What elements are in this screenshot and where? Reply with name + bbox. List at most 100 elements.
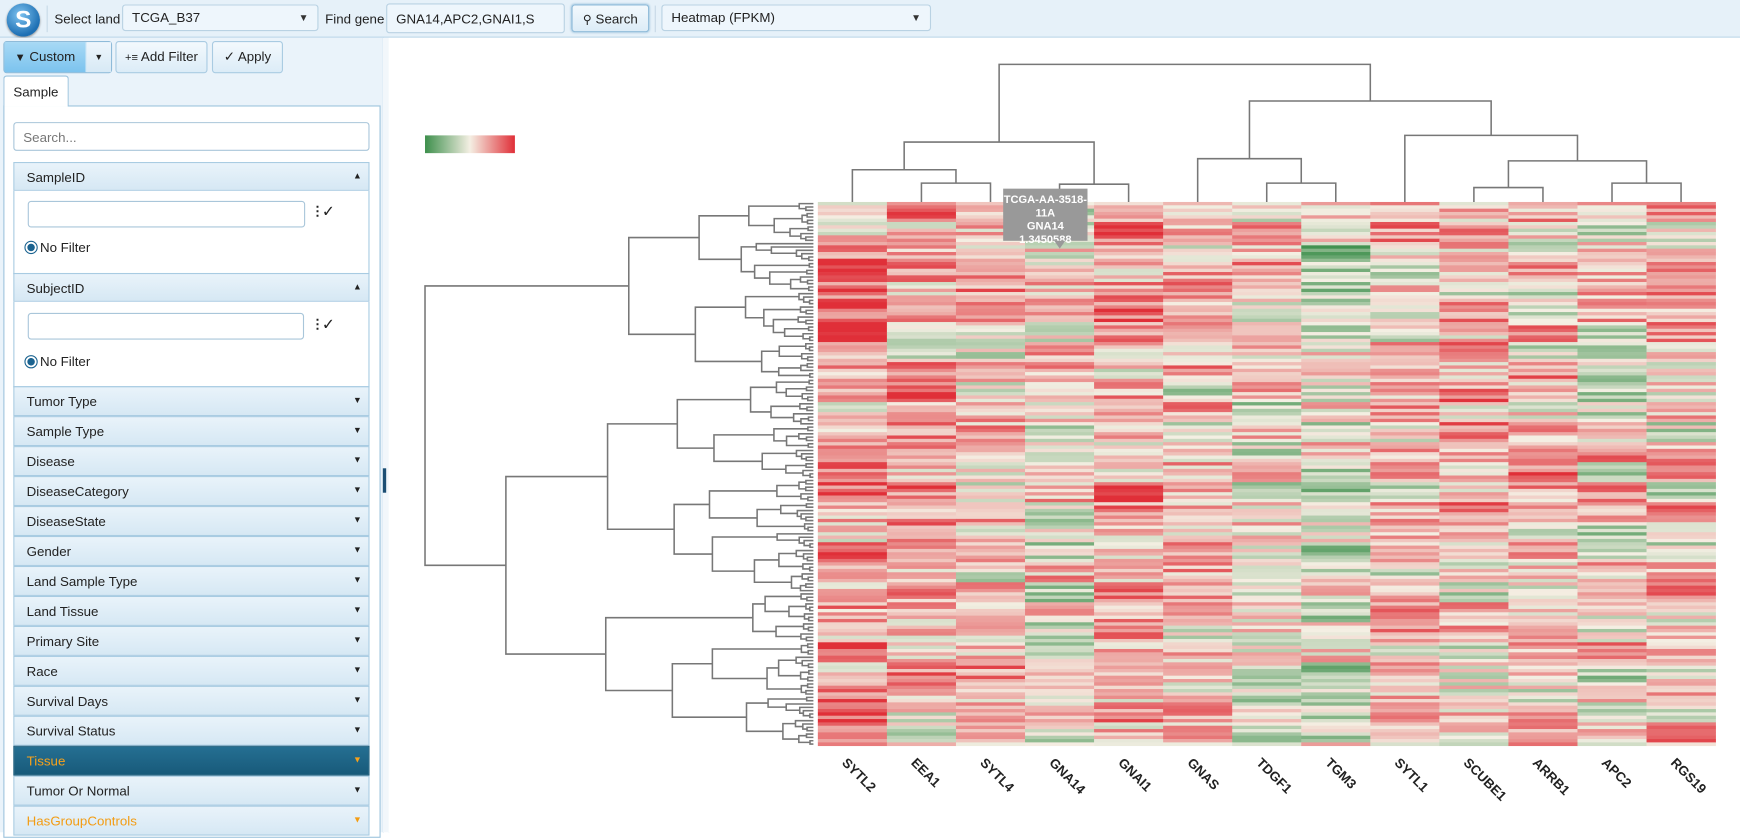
heatmap-cell[interactable]: [1232, 348, 1302, 353]
heatmap-cell[interactable]: [1094, 505, 1164, 510]
heatmap-cell[interactable]: [1439, 432, 1509, 436]
heatmap-cell[interactable]: [1508, 685, 1578, 690]
heatmap-cell[interactable]: [1370, 308, 1440, 313]
heatmap-cell[interactable]: [817, 638, 888, 643]
heatmap-cell[interactable]: [955, 592, 1026, 596]
heatmap-cell[interactable]: [1094, 211, 1164, 216]
heatmap-cell[interactable]: [1577, 578, 1647, 583]
heatmap-cell[interactable]: [1646, 368, 1716, 373]
heatmap-cell[interactable]: [1163, 418, 1233, 423]
heatmap-cell[interactable]: [1646, 552, 1716, 556]
heatmap-cell[interactable]: [955, 462, 1026, 466]
heatmap-cell[interactable]: [955, 502, 1026, 506]
heatmap-cell[interactable]: [1232, 318, 1302, 323]
heatmap-cell[interactable]: [1163, 258, 1233, 263]
heatmap-cell[interactable]: [1094, 345, 1164, 350]
heatmap-cell[interactable]: [1370, 302, 1440, 306]
heatmap-cell[interactable]: [1025, 552, 1095, 556]
heatmap-cell[interactable]: [1508, 602, 1578, 606]
heatmap-cell[interactable]: [1370, 505, 1440, 510]
heatmap-cell[interactable]: [1508, 295, 1578, 300]
heatmap-cell[interactable]: [1163, 428, 1233, 433]
heatmap-cell[interactable]: [1508, 348, 1578, 353]
heatmap-cell[interactable]: [1577, 488, 1647, 493]
heatmap-cell[interactable]: [955, 325, 1026, 330]
heatmap-cell[interactable]: [1508, 689, 1578, 693]
heatmap-cell[interactable]: [1163, 472, 1233, 476]
heatmap-cell[interactable]: [1508, 588, 1578, 593]
heatmap-cell[interactable]: [886, 572, 957, 576]
heatmap-cell[interactable]: [1094, 595, 1164, 600]
heatmap-cell[interactable]: [1508, 628, 1578, 633]
heatmap-cell[interactable]: [1508, 432, 1578, 436]
heatmap-cell[interactable]: [1094, 482, 1164, 486]
heatmap-cell[interactable]: [955, 542, 1026, 546]
heatmap-cell[interactable]: [1232, 282, 1302, 286]
heatmap-cell[interactable]: [886, 288, 957, 293]
heatmap-cell[interactable]: [1094, 582, 1164, 586]
heatmap-cell[interactable]: [1577, 642, 1647, 646]
heatmap-cell[interactable]: [1646, 605, 1716, 610]
heatmap-cell[interactable]: [1646, 582, 1716, 586]
heatmap-cell[interactable]: [1439, 405, 1509, 410]
heatmap-cell[interactable]: [886, 722, 957, 727]
heatmap-cell[interactable]: [1232, 378, 1302, 383]
heatmap-cell[interactable]: [1646, 588, 1716, 593]
heatmap-cell[interactable]: [1370, 332, 1440, 336]
heatmap-cell[interactable]: [1301, 365, 1371, 370]
heatmap-cell[interactable]: [1163, 405, 1233, 410]
heatmap-cell[interactable]: [1577, 448, 1647, 453]
heatmap-cell[interactable]: [1439, 435, 1509, 440]
heatmap-cell[interactable]: [817, 522, 888, 526]
heatmap-cell[interactable]: [1232, 472, 1302, 476]
heatmap-cell[interactable]: [1439, 438, 1509, 443]
heatmap-cell[interactable]: [1646, 618, 1716, 623]
heatmap-cell[interactable]: [886, 462, 957, 466]
heatmap-cell[interactable]: [1439, 265, 1509, 270]
heatmap-cell[interactable]: [1301, 452, 1371, 456]
heatmap-cell[interactable]: [1301, 221, 1371, 226]
heatmap-cell[interactable]: [1301, 492, 1371, 496]
heatmap-cell[interactable]: [1232, 438, 1302, 443]
heatmap-cell[interactable]: [1301, 562, 1371, 566]
heatmap-cell[interactable]: [1508, 208, 1578, 213]
heatmap-cell[interactable]: [817, 709, 888, 713]
heatmap-cell[interactable]: [1301, 345, 1371, 350]
heatmap-cell[interactable]: [1163, 385, 1233, 390]
heatmap-cell[interactable]: [1232, 231, 1302, 236]
heatmap-cell[interactable]: [1301, 235, 1371, 239]
heatmap-cell[interactable]: [1646, 719, 1716, 723]
heatmap-cell[interactable]: [1094, 415, 1164, 420]
heatmap-cell[interactable]: [1439, 502, 1509, 506]
heatmap-cell[interactable]: [1301, 522, 1371, 526]
heatmap-cell[interactable]: [886, 478, 957, 483]
heatmap-cell[interactable]: [955, 585, 1026, 590]
heatmap-cell[interactable]: [1163, 719, 1233, 723]
heatmap-cell[interactable]: [1646, 632, 1716, 636]
heatmap-cell[interactable]: [1370, 312, 1440, 316]
heatmap-cell[interactable]: [955, 625, 1026, 630]
heatmap-cell[interactable]: [1646, 201, 1716, 206]
heatmap-cell[interactable]: [817, 492, 888, 496]
heatmap-cell[interactable]: [886, 555, 957, 560]
heatmap-cell[interactable]: [1439, 352, 1509, 356]
heatmap-cell[interactable]: [1577, 342, 1647, 346]
heatmap-cell[interactable]: [1646, 478, 1716, 483]
heatmap-cell[interactable]: [1370, 618, 1440, 623]
heatmap-cell[interactable]: [1370, 602, 1440, 606]
heatmap-cell[interactable]: [1232, 742, 1302, 747]
heatmap-cell[interactable]: [1577, 238, 1647, 243]
heatmap-cell[interactable]: [1646, 355, 1716, 360]
heatmap-cell[interactable]: [817, 598, 888, 603]
heatmap-cell[interactable]: [1508, 719, 1578, 723]
heatmap-cell[interactable]: [1508, 618, 1578, 623]
heatmap-cell[interactable]: [1370, 662, 1440, 666]
heatmap-cell[interactable]: [1508, 322, 1578, 326]
heatmap-cell[interactable]: [1646, 248, 1716, 253]
heatmap-cell[interactable]: [1094, 432, 1164, 436]
heatmap-cell[interactable]: [1508, 675, 1578, 680]
heatmap-cell[interactable]: [955, 218, 1026, 223]
sampleid-header[interactable]: SampleID ▲: [13, 162, 370, 191]
heatmap-cell[interactable]: [1025, 515, 1095, 520]
heatmap-cell[interactable]: [1577, 692, 1647, 697]
